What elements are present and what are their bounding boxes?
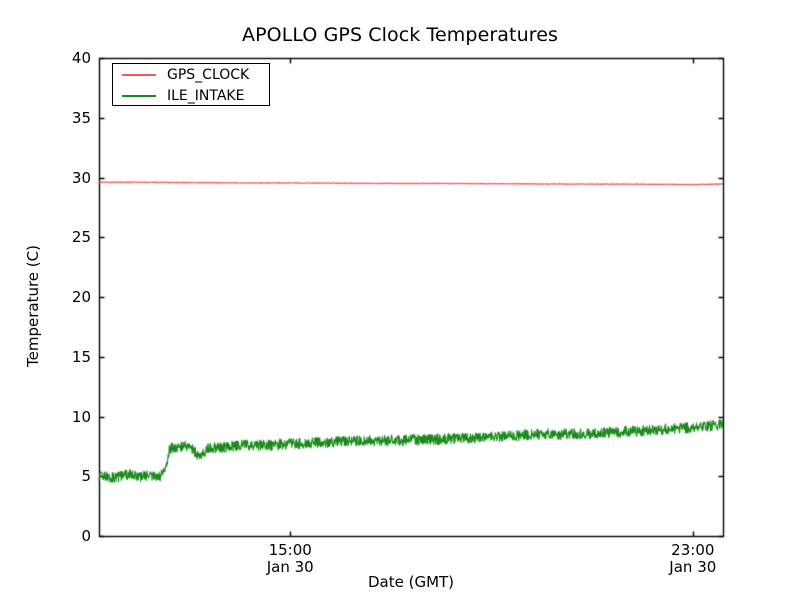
- legend-swatch-ile-intake: [122, 94, 156, 97]
- y-tick-label: 0: [81, 527, 91, 545]
- y-tick-label: 30: [71, 168, 91, 187]
- y-tick-label: 10: [71, 407, 91, 426]
- x-tick-label: 15:00 Jan 30: [230, 542, 350, 576]
- y-tick-label: 25: [71, 228, 91, 247]
- x-tick-date: Jan 30: [266, 558, 314, 576]
- y-tick-label: 40: [71, 49, 91, 67]
- y-tick-label: 20: [71, 288, 91, 306]
- x-tick-date: Jan 30: [669, 558, 717, 576]
- y-tick-label: 35: [71, 108, 91, 127]
- x-tick-time: 23:00: [671, 541, 715, 559]
- x-tick-time: 15:00: [268, 541, 312, 559]
- legend-entry-gps-clock: GPS_CLOCK: [113, 64, 269, 85]
- legend-label-gps-clock: GPS_CLOCK: [167, 66, 250, 83]
- x-tick-label: 23:00 Jan 30: [633, 542, 753, 576]
- legend-label-ile-intake: ILE_INTAKE: [167, 87, 245, 104]
- legend-swatch-gps-clock: [122, 73, 156, 76]
- legend-entry-ile-intake: ILE_INTAKE: [113, 85, 269, 106]
- chart-legend: GPS_CLOCK ILE_INTAKE: [112, 63, 270, 106]
- y-tick-label: 5: [81, 467, 91, 486]
- y-tick-label: 15: [71, 347, 91, 366]
